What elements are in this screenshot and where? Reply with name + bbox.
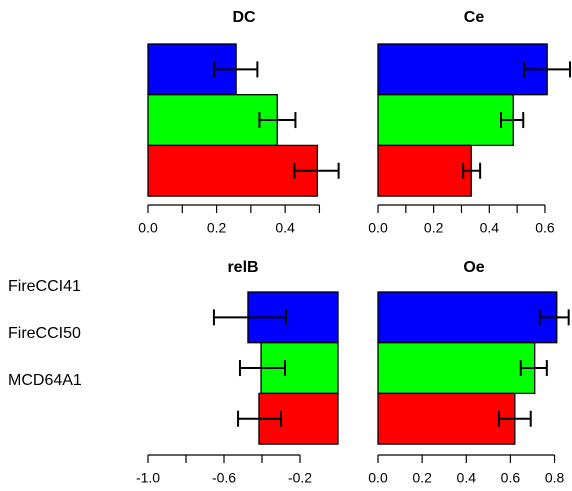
bar — [147, 94, 278, 147]
x-tick-label: 0.4 — [275, 220, 295, 236]
x-tick-label: -1.0 — [136, 470, 160, 486]
x-tick-label: -0.6 — [212, 470, 236, 486]
legend-label: MCD64A1 — [8, 372, 82, 389]
bar — [147, 144, 319, 197]
panel-title: Ce — [464, 9, 485, 26]
x-tick-label: 0.0 — [138, 220, 158, 236]
x-tick-label: 0.0 — [368, 470, 388, 486]
x-tick-label: -0.2 — [288, 470, 312, 486]
panel-title: Oe — [463, 259, 484, 276]
bar — [377, 392, 516, 445]
x-tick-label: 0.6 — [535, 220, 555, 236]
legend-label: FireCCI50 — [8, 325, 81, 342]
bar — [377, 291, 558, 344]
x-tick-label: 0.6 — [501, 470, 521, 486]
x-tick-label: 0.2 — [424, 220, 444, 236]
x-tick-label: 0.4 — [480, 220, 500, 236]
legend-label: FireCCI41 — [8, 278, 81, 295]
bar — [377, 144, 472, 197]
x-tick-label: 0.0 — [368, 220, 388, 236]
panel-title: DC — [232, 9, 256, 26]
x-tick-label: 0.2 — [207, 220, 227, 236]
panel-title: relB — [227, 259, 258, 276]
x-tick-label: 0.4 — [457, 470, 477, 486]
bar — [377, 342, 536, 395]
bar — [377, 94, 514, 147]
x-tick-label: 0.8 — [545, 470, 565, 486]
bar — [377, 43, 548, 96]
x-tick-label: 0.2 — [412, 470, 432, 486]
